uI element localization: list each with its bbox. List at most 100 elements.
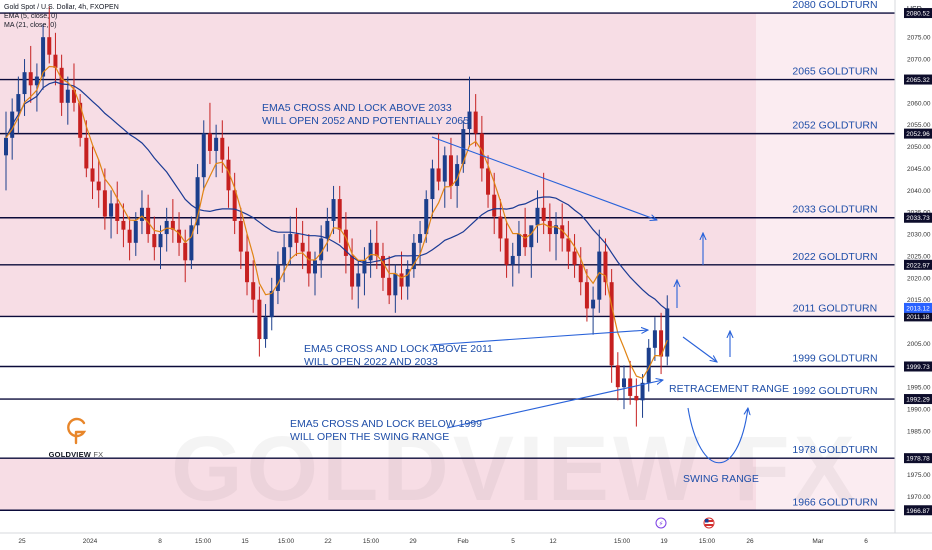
candle-body[interactable] (603, 251, 608, 283)
candle-body[interactable] (53, 54, 58, 68)
candle-body[interactable] (300, 242, 305, 252)
candle-body[interactable] (516, 234, 521, 256)
candle-body[interactable] (201, 133, 206, 178)
candle-body[interactable] (183, 242, 188, 261)
symbol-title[interactable]: Gold Spot / U.S. Dollar, 4h, FXOPEN (4, 4, 119, 11)
candle-body[interactable] (486, 168, 491, 195)
candle-body[interactable] (90, 168, 95, 182)
arrow-2011-note[interactable] (429, 330, 648, 346)
candle-body[interactable] (356, 273, 361, 287)
candle-body[interactable] (405, 269, 410, 287)
candle-body[interactable] (387, 277, 392, 296)
candle-body[interactable] (84, 137, 89, 169)
candle-body[interactable] (28, 72, 33, 86)
candle-body[interactable] (399, 273, 404, 287)
candle-body[interactable] (4, 137, 8, 156)
arrow-projection-down[interactable] (682, 336, 717, 362)
candle-body[interactable] (139, 207, 144, 221)
candle-body[interactable] (245, 251, 250, 283)
candle-body[interactable] (238, 220, 243, 252)
candle-body[interactable] (319, 238, 324, 261)
candle-body[interactable] (59, 67, 64, 103)
candle-body[interactable] (455, 164, 460, 186)
candle-body[interactable] (665, 308, 670, 357)
candle-body[interactable] (541, 207, 546, 221)
candle-body[interactable] (275, 264, 280, 291)
candle-body[interactable] (448, 155, 453, 186)
ema-legend[interactable]: EMA (5, close, 0) (4, 13, 58, 20)
candle-body[interactable] (350, 255, 355, 287)
lightning-icon[interactable] (655, 517, 667, 529)
candle-body[interactable] (16, 94, 21, 112)
candle-body[interactable] (34, 76, 39, 86)
candle-body[interactable] (659, 330, 664, 357)
candle-body[interactable] (380, 255, 385, 278)
candle-body[interactable] (529, 225, 534, 248)
candle-body[interactable] (195, 177, 200, 226)
candle-body[interactable] (170, 220, 175, 230)
candle-body[interactable] (214, 137, 219, 151)
candle-body[interactable] (473, 111, 478, 134)
candle-body[interactable] (313, 260, 317, 274)
candle-body[interactable] (146, 207, 151, 235)
candle-body[interactable] (288, 234, 293, 248)
candle-body[interactable] (393, 273, 398, 296)
candle-body[interactable] (566, 238, 571, 252)
candle-body[interactable] (158, 234, 163, 248)
candle-body[interactable] (22, 72, 27, 95)
candle-body[interactable] (467, 111, 472, 130)
candle-body[interactable] (115, 203, 120, 221)
candle-body[interactable] (177, 229, 182, 243)
candle-body[interactable] (560, 225, 565, 239)
candle-body[interactable] (121, 220, 126, 230)
swing-curve[interactable] (687, 408, 748, 464)
candle-body[interactable] (510, 255, 515, 265)
candle-body[interactable] (492, 194, 497, 217)
candle-body[interactable] (41, 37, 46, 77)
candle-body[interactable] (374, 242, 379, 256)
candle-body[interactable] (634, 395, 639, 401)
candle-body[interactable] (578, 264, 583, 283)
candle-body[interactable] (331, 199, 336, 221)
candle-body[interactable] (640, 382, 645, 401)
candle-body[interactable] (325, 220, 330, 239)
arrow-1999-note[interactable] (446, 380, 663, 429)
candle-body[interactable] (504, 238, 509, 265)
candle-body[interactable] (65, 89, 70, 103)
candle-body[interactable] (646, 347, 651, 383)
candle-body[interactable] (109, 203, 114, 217)
candle-body[interactable] (102, 190, 107, 217)
candle-body[interactable] (535, 207, 540, 226)
candle-body[interactable] (127, 229, 132, 243)
candle-body[interactable] (523, 234, 528, 248)
candle-body[interactable] (47, 37, 52, 55)
candle-body[interactable] (282, 247, 287, 265)
candle-body[interactable] (572, 251, 577, 265)
candle-body[interactable] (133, 220, 138, 243)
candle-body[interactable] (226, 159, 231, 191)
candle-body[interactable] (368, 242, 373, 261)
candle-body[interactable] (306, 251, 311, 274)
candle-body[interactable] (615, 365, 620, 388)
candle-body[interactable] (232, 190, 237, 221)
candle-body[interactable] (424, 199, 429, 235)
candle-body[interactable] (71, 89, 76, 103)
candle-body[interactable] (418, 234, 423, 243)
candle-body[interactable] (554, 225, 559, 235)
candle-body[interactable] (430, 168, 435, 200)
candle-body[interactable] (498, 216, 503, 239)
candle-body[interactable] (152, 234, 157, 248)
candle-body[interactable] (251, 282, 256, 300)
candle-body[interactable] (597, 251, 602, 300)
candle-body[interactable] (189, 225, 194, 261)
ma-legend[interactable]: MA (21, close, 0) (4, 22, 57, 29)
candle-body[interactable] (269, 290, 274, 318)
candle-body[interactable] (584, 282, 589, 309)
candle-body[interactable] (78, 102, 83, 138)
candle-body[interactable] (294, 234, 299, 243)
candle-body[interactable] (436, 168, 441, 182)
candle-body[interactable] (257, 299, 262, 340)
candle-body[interactable] (442, 155, 447, 182)
candle-body[interactable] (591, 299, 596, 309)
